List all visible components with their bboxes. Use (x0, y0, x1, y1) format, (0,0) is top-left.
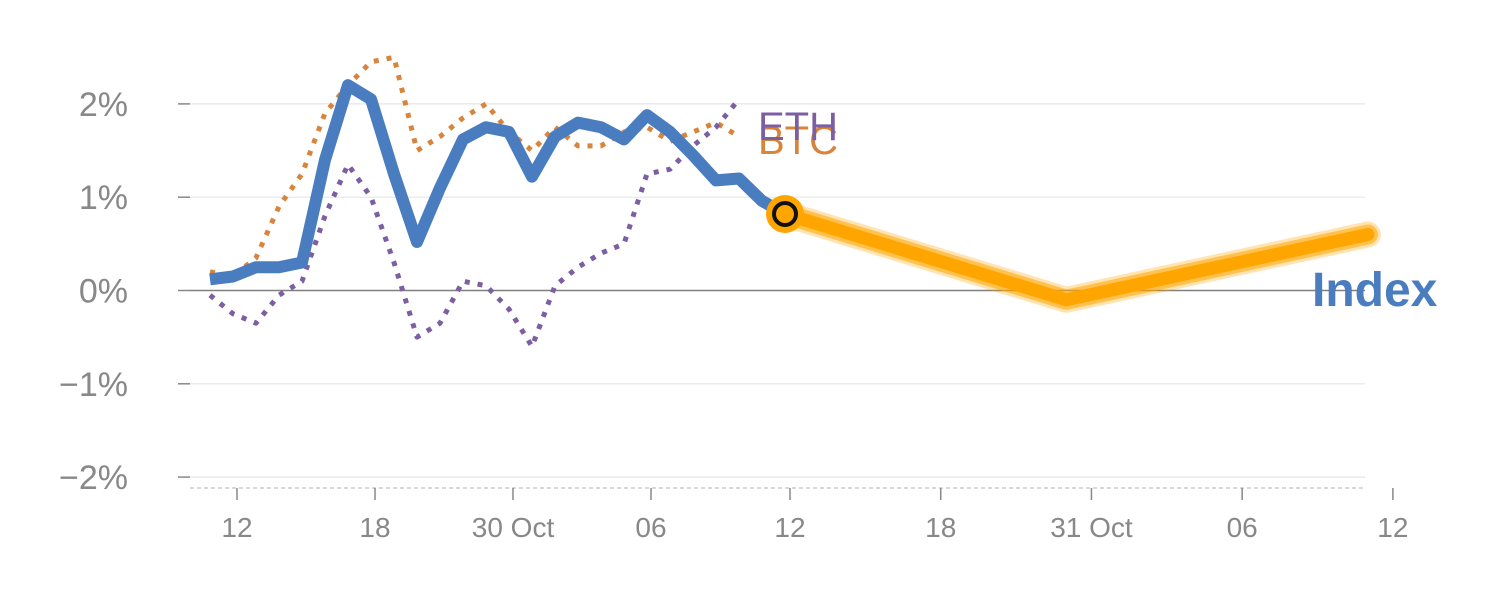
x-tick-label: 12 (774, 512, 805, 543)
y-tick-label: 2% (79, 86, 128, 124)
x-tick-label: 31 Oct (1050, 512, 1133, 543)
btc-line (209, 54, 741, 279)
current-point-marker (772, 200, 798, 227)
index-series-label: Index (1312, 264, 1438, 317)
series-layer (208, 54, 1381, 349)
y-tick-label: 0% (79, 273, 128, 311)
x-tick-label: 30 Oct (472, 512, 555, 543)
x-tick-label: 12 (1377, 512, 1408, 543)
x-tick-label: 18 (925, 512, 956, 543)
y-tick-label: −1% (59, 366, 128, 404)
x-tick-label: 18 (359, 512, 390, 543)
x-tick-label: 12 (221, 512, 252, 543)
y-tick-label: −2% (59, 459, 128, 497)
forecast-line (778, 207, 1375, 307)
grid-layer (190, 103, 1365, 478)
x-tick-label: 06 (1227, 512, 1258, 543)
marks-layer (766, 194, 804, 233)
y-tick-label: 1% (79, 179, 128, 217)
btc-series-label: BTC (758, 119, 838, 163)
index-line (209, 79, 788, 286)
axes-layer: 2% 1% 0% −1% −2% 12 18 30 Oct 06 12 18 31 Oct 06 12 (59, 86, 1408, 543)
x-tick-label: 06 (635, 512, 666, 543)
eth-series-label: ETH (758, 105, 838, 149)
